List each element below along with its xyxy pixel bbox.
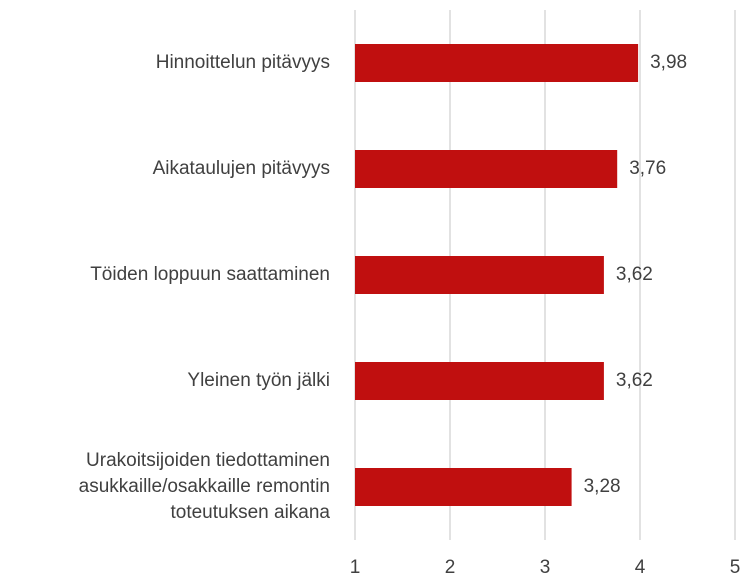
y-tick-label: Yleinen työn jälki bbox=[187, 370, 330, 391]
value-label: 3,76 bbox=[629, 158, 666, 179]
bar bbox=[355, 468, 572, 506]
value-label: 3,62 bbox=[616, 264, 653, 285]
bar bbox=[355, 362, 604, 400]
x-tick-label: 5 bbox=[730, 557, 741, 578]
y-tick-label: Töiden loppuun saattaminen bbox=[90, 264, 330, 285]
bar bbox=[355, 44, 639, 82]
value-label: 3,62 bbox=[616, 370, 653, 391]
y-tick-label: Urakoitsijoiden tiedottaminen asukkaille/… bbox=[79, 450, 331, 523]
bar bbox=[355, 256, 604, 294]
value-label: 3,28 bbox=[584, 476, 621, 497]
bar bbox=[355, 150, 618, 188]
y-tick-label: Hinnoittelun pitävyys bbox=[156, 52, 330, 73]
x-tick-label: 1 bbox=[350, 557, 361, 578]
x-tick-label: 3 bbox=[540, 557, 551, 578]
x-tick-label: 4 bbox=[635, 557, 646, 578]
value-label: 3,98 bbox=[650, 52, 687, 73]
x-tick-label: 2 bbox=[445, 557, 456, 578]
y-tick-label: Aikataulujen pitävyys bbox=[153, 158, 330, 179]
